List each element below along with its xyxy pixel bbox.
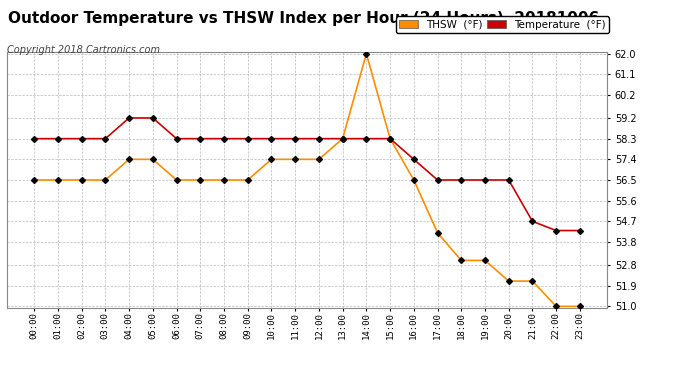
Text: Copyright 2018 Cartronics.com: Copyright 2018 Cartronics.com <box>7 45 160 55</box>
Legend: THSW  (°F), Temperature  (°F): THSW (°F), Temperature (°F) <box>396 16 609 33</box>
Text: Outdoor Temperature vs THSW Index per Hour (24 Hours)  20181006: Outdoor Temperature vs THSW Index per Ho… <box>8 11 599 26</box>
